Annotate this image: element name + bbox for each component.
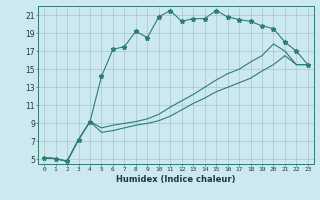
- X-axis label: Humidex (Indice chaleur): Humidex (Indice chaleur): [116, 175, 236, 184]
